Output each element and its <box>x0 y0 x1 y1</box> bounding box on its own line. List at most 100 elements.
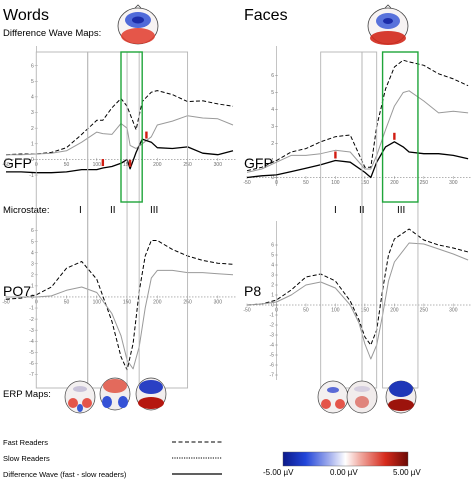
faces-erp-y-tick-label-4: 2 <box>271 283 274 289</box>
faces-erp-x-tick-label-6: 250 <box>420 308 429 314</box>
words-erp-y-tick-label-8: -2 <box>29 317 34 323</box>
words-erp-y-tick-label-3: 3 <box>31 261 34 267</box>
microstate-iii-faces: III <box>397 205 405 216</box>
words-erp-y-tick-label-12: -6 <box>29 361 34 367</box>
words-gfp-x-tick-label-2: 50 <box>64 162 70 168</box>
panel-title-words: Words <box>3 7 49 24</box>
faces-erp-y-tick-label-11: -5 <box>270 353 275 359</box>
colorbar-mid-label: 0.00 µV <box>330 468 358 477</box>
colorbar-min-label: -5.00 µV <box>263 468 294 477</box>
faces-erp-x-tick-label-5: 200 <box>390 308 399 314</box>
gfp-label-faces: GFP <box>244 155 273 171</box>
faces-gfp-x-tick-label-1: 0 <box>275 180 278 186</box>
faces-gfp-peak-marker-0 <box>334 151 337 159</box>
erp-map-faces-2 <box>346 380 378 414</box>
erp-label-p8: P8 <box>244 283 261 299</box>
faces-erp-y-tick-label-9: -3 <box>270 333 275 339</box>
erp-map-words-1 <box>64 380 96 414</box>
words-erp-y-tick-label-2: 4 <box>31 250 34 256</box>
words-erp-series-fast <box>5 240 234 371</box>
faces-gfp-x-tick-label-6: 250 <box>420 180 429 186</box>
faces-gfp-x-tick-label-3: 100 <box>331 180 340 186</box>
faces-gfp-x-tick-label-5: 200 <box>390 180 399 186</box>
faces-erp-y-tick-label-0: 6 <box>271 243 274 249</box>
faces-erp-x-tick-label-7: 300 <box>449 308 458 314</box>
faces-erp-series-slow <box>246 242 469 360</box>
words-highlight-window <box>120 51 143 203</box>
erp-maps-label: ERP Maps: <box>3 389 51 400</box>
faces-gfp-y-tick-label-6: 0 <box>271 175 274 181</box>
faces-erp-x-tick-label-2: 50 <box>303 308 309 314</box>
legend-diff-label: Difference Wave (fast - slow readers) <box>3 470 127 479</box>
faces-gfp-y-tick-label-3: 3 <box>271 124 274 130</box>
legend-slow-label: Slow Readers <box>3 454 50 463</box>
faces-gfp-y-tick-label-1: 5 <box>271 90 274 96</box>
faces-erp-y-tick-label-13: -7 <box>270 373 275 379</box>
words-erp-series-slow <box>6 269 234 370</box>
faces-erp-x-tick-label-4: 150 <box>361 308 370 314</box>
faces-gfp-x-tick-label-4: 150 <box>361 180 370 186</box>
erp-map-words-2 <box>99 377 131 411</box>
faces-gfp-peak-marker-1 <box>393 132 396 140</box>
words-gfp-y-tick-label-0: 6 <box>31 63 34 69</box>
erp-map-faces-1 <box>317 380 349 414</box>
faces-gfp-y-tick-label-2: 4 <box>271 107 274 113</box>
faces-erp-y-tick-label-5: 1 <box>271 293 274 299</box>
faces-erp-series-fast <box>246 228 469 346</box>
words-erp-y-tick-label-1: 5 <box>31 239 34 245</box>
words-erp-y-tick-label-11: -5 <box>29 350 34 356</box>
words-erp-y-tick-label-4: 2 <box>31 273 34 279</box>
difference-wave-map-words <box>117 4 159 45</box>
words-window-1 <box>35 51 89 389</box>
words-gfp-series-slow <box>6 115 234 156</box>
words-gfp-y-tick-label-6: 0 <box>31 157 34 163</box>
words-erp-x-tick-label-2: 50 <box>64 299 70 305</box>
legend-fast-label: Fast Readers <box>3 438 48 447</box>
plot-faces-p8: -50 0 50 100 150 200 250 3006543210-1-2-3-4-5-6… <box>243 221 471 380</box>
words-gfp-y-tick-label-3: 3 <box>31 110 34 116</box>
faces-gfp-x-tick-label-2: 50 <box>303 180 309 186</box>
faces-erp-y-tick-label-8: -2 <box>270 323 275 329</box>
time-window-overlays <box>35 51 419 389</box>
faces-erp-x-tick-label-0: -50 <box>243 308 250 314</box>
panel-title-faces: Faces <box>244 7 288 24</box>
words-gfp-peak-marker-2 <box>145 131 148 139</box>
words-gfp-x-tick-label-7: 300 <box>214 162 223 168</box>
difference-wave-map-faces <box>367 4 409 45</box>
faces-erp-y-tick-label-12: -6 <box>270 363 275 369</box>
faces-gfp-x-tick-label-0: -50 <box>243 180 250 186</box>
words-erp-x-tick-label-3: 100 <box>93 299 102 305</box>
microstate-label: Microstate: <box>3 205 49 216</box>
microstate-i-faces: I <box>334 205 337 216</box>
plot-words-po7: -50 0 50 100 150 200 250 3006543210-1-2-3-4-5-6… <box>2 221 236 380</box>
faces-erp-y-tick-label-3: 3 <box>271 273 274 279</box>
gfp-label-words: GFP <box>3 155 32 171</box>
colorbar: -5.00 µV 0.00 µV 5.00 µV <box>263 451 421 477</box>
faces-erp-y-tick-label-6: 0 <box>271 303 274 309</box>
faces-highlight-window <box>381 51 419 203</box>
microstate-i-words: I <box>79 205 82 216</box>
difference-wave-maps-label: Difference Wave Maps: <box>3 28 101 39</box>
erp-label-po7: PO7 <box>3 283 31 299</box>
faces-erp-x-tick-label-1: 0 <box>275 308 278 314</box>
words-erp-x-tick-label-0: -50 <box>2 299 9 305</box>
plot-faces-gfp: -50 0 50 100 150 200 250 300 6 5 4 3 2 1 0 <box>243 46 471 186</box>
words-gfp-y-tick-label-4: 2 <box>31 126 34 132</box>
words-gfp-y-tick-label-7: -1 <box>29 173 34 179</box>
faces-erp-x-tick-label-3: 100 <box>331 308 340 314</box>
microstate-ii-words: II <box>110 205 116 216</box>
words-erp-y-tick-label-7: -1 <box>29 306 34 312</box>
faces-erp-y-tick-label-10: -4 <box>270 343 275 349</box>
words-gfp-x-tick-label-5: 200 <box>153 162 162 168</box>
words-gfp-peak-marker-1 <box>128 159 132 167</box>
faces-gfp-series-slow <box>246 90 469 173</box>
faces-erp-y-tick-label-1: 5 <box>271 253 274 259</box>
words-erp-y-tick-label-13: -7 <box>29 372 34 378</box>
faces-gfp-series-diff <box>246 141 469 179</box>
words-gfp-peak-marker-0 <box>101 159 105 167</box>
erp-map-faces-3 <box>385 380 417 414</box>
faces-gfp-y-tick-label-5: 1 <box>271 158 274 164</box>
faces-window-2 <box>361 51 378 389</box>
words-erp-y-tick-label-10: -4 <box>29 339 34 345</box>
